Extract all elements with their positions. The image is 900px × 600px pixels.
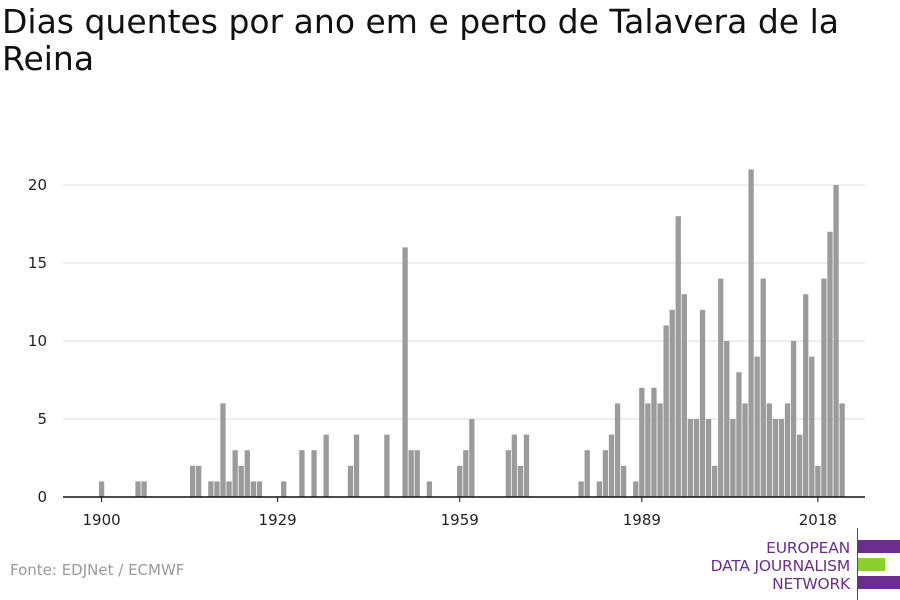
bar: [827, 231, 833, 498]
bar: [760, 278, 766, 497]
bar: [766, 403, 772, 497]
bar: [414, 450, 420, 497]
bar: [457, 465, 463, 497]
bar: [784, 403, 791, 497]
bar: [620, 465, 627, 497]
bar: [718, 278, 724, 497]
bar: [98, 481, 105, 497]
logo-bar-bottom: [858, 576, 900, 589]
bar: [730, 419, 736, 497]
bar: [797, 434, 803, 497]
bar: [736, 372, 742, 497]
y-tick-label: 20: [28, 176, 47, 194]
bar: [614, 403, 621, 497]
bar: [463, 450, 469, 497]
bar: [353, 434, 360, 497]
bar: [505, 450, 511, 497]
bar: [809, 356, 815, 497]
y-tick-label: 0: [37, 488, 47, 506]
x-tick-label: 1900: [83, 511, 121, 529]
x-tick-label: 1989: [623, 511, 661, 529]
bar: [281, 481, 287, 497]
bar: [196, 465, 202, 497]
bar: [244, 450, 250, 497]
x-tick-label: 2018: [799, 511, 837, 529]
axes: 0 5 10 15 20 1900 1929 1959 1989 2018: [28, 176, 865, 529]
bar: [256, 481, 263, 497]
bar: [669, 309, 675, 497]
bar: [426, 481, 433, 497]
bar: [663, 325, 669, 497]
bar: [384, 434, 390, 497]
bar: [208, 481, 214, 497]
bar: [657, 403, 663, 497]
y-tick-label: 15: [28, 254, 47, 272]
source-note: Fonte: EDJNet / ECMWF: [10, 561, 185, 579]
bar: [633, 481, 639, 497]
bar: [220, 403, 226, 497]
bar: [238, 465, 244, 497]
bar: [639, 387, 645, 497]
bar: [347, 465, 354, 497]
logo-line-2: DATA JOURNALISM: [710, 557, 851, 575]
bar: [596, 481, 602, 497]
bar: [517, 465, 524, 497]
y-tick-label: 5: [37, 410, 47, 428]
logo-divider: [857, 528, 858, 600]
bar: [190, 465, 196, 497]
bars: [98, 169, 845, 498]
bar: [645, 403, 651, 497]
x-tick-label: 1929: [259, 511, 297, 529]
bar: [833, 185, 839, 497]
bar: [578, 481, 584, 497]
bar: [523, 434, 530, 497]
logo-line-1: EUROPEAN: [766, 539, 850, 557]
bar: [839, 403, 845, 497]
bar: [748, 169, 754, 497]
bar: [402, 247, 408, 497]
bar: [772, 419, 779, 497]
bar: [311, 450, 317, 497]
bar: [712, 465, 718, 497]
bar: [699, 309, 706, 497]
gridlines: [63, 184, 865, 420]
bar: [135, 481, 141, 497]
chart-title: Dias quentes por ano em e perto de Talav…: [2, 2, 839, 78]
bar: [790, 341, 797, 497]
logo-line-3: NETWORK: [772, 575, 850, 593]
bar: [705, 419, 712, 497]
bar: [602, 450, 609, 497]
bar: [687, 419, 694, 497]
edjnet-logo: EUROPEAN DATA JOURNALISM NETWORK: [700, 528, 900, 600]
bar: [608, 434, 615, 497]
logo-bar-top: [858, 540, 900, 553]
x-tick-label: 1959: [441, 511, 479, 529]
logo-bar-middle: [858, 558, 885, 571]
bar: [778, 419, 785, 497]
bar: [141, 481, 147, 497]
bar: [651, 387, 657, 497]
bar: [675, 216, 681, 497]
bar: [232, 450, 238, 497]
bar: [693, 419, 700, 497]
bar: [323, 434, 329, 497]
bar: [250, 481, 256, 497]
bar: [584, 450, 590, 497]
bar: [408, 450, 414, 497]
bar: [724, 341, 730, 497]
bar: [469, 419, 475, 497]
bar: [803, 294, 809, 497]
bar: [511, 434, 518, 497]
bar: [299, 450, 305, 497]
bar: [226, 481, 232, 497]
bar: [821, 278, 827, 497]
bar: [214, 481, 220, 497]
y-tick-label: 10: [28, 332, 47, 350]
bar: [815, 465, 821, 497]
bar: [754, 356, 760, 497]
bar: [681, 294, 687, 497]
bar: [742, 403, 748, 497]
